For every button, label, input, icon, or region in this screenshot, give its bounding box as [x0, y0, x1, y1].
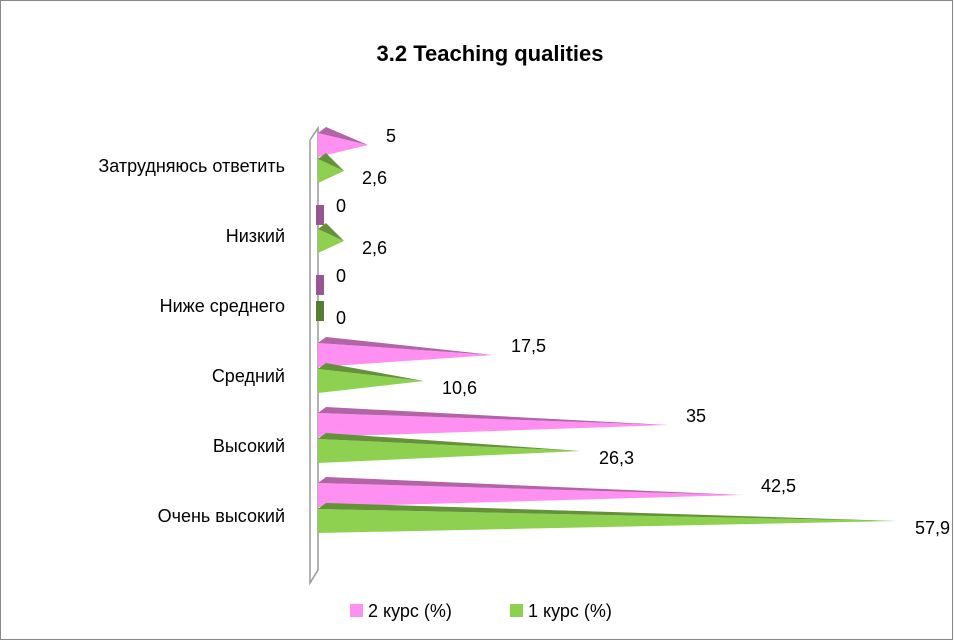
data-label: 2,6: [362, 238, 387, 258]
wall-edge: [309, 125, 319, 586]
bar: [318, 477, 743, 507]
bar: [316, 275, 324, 295]
bar-top: [318, 433, 581, 451]
bar-face: [318, 159, 344, 183]
legend-swatch: [350, 604, 363, 617]
bar-face: [318, 483, 743, 507]
bar: [318, 127, 368, 157]
data-label: 10,6: [442, 378, 477, 398]
bar: [318, 223, 344, 253]
y-tick-label: Ниже среднего: [160, 296, 285, 316]
bar: [316, 301, 324, 321]
bar-top: [318, 477, 743, 495]
data-label: 5: [386, 126, 396, 146]
bar-face: [318, 439, 581, 463]
bar-top: [318, 337, 493, 355]
y-tick-label: Средний: [212, 366, 285, 386]
axis-wall: [309, 125, 319, 586]
y-tick-label: Низкий: [226, 226, 285, 246]
bar-face: [318, 343, 493, 367]
bar-face: [318, 509, 897, 533]
bar: [318, 407, 668, 437]
legend-label: 1 курс (%): [528, 601, 612, 621]
bar-face: [318, 133, 368, 157]
bar-top: [318, 503, 897, 521]
bar-face: [318, 369, 424, 393]
bar-top: [318, 223, 344, 241]
data-label: 57,9: [915, 518, 950, 538]
y-tick-label: Высокий: [213, 436, 285, 456]
chart-title: 3.2 Teaching qualities: [377, 41, 604, 66]
bar-top: [318, 407, 668, 425]
data-label: 0: [336, 196, 346, 216]
bar-face: [318, 413, 668, 437]
data-label: 0: [336, 266, 346, 286]
y-tick-label: Затрудняюсь ответить: [98, 156, 285, 176]
y-tick-label: Очень высокий: [158, 506, 285, 526]
data-label: 26,3: [599, 448, 634, 468]
data-label: 35: [686, 406, 706, 426]
legend-swatch: [510, 604, 523, 617]
data-label: 42,5: [761, 476, 796, 496]
bar: [318, 503, 897, 533]
bar: [316, 205, 324, 225]
bar: [318, 337, 493, 367]
data-label: 2,6: [362, 168, 387, 188]
bar-top: [318, 127, 368, 145]
legend-label: 2 курс (%): [368, 601, 452, 621]
bar-top: [318, 363, 424, 381]
data-label: 17,5: [511, 336, 546, 356]
bar: [318, 153, 344, 183]
bar: [318, 433, 581, 463]
bar-top: [318, 153, 344, 171]
data-label: 0: [336, 308, 346, 328]
bar-face: [318, 229, 344, 253]
bar: [318, 363, 424, 393]
